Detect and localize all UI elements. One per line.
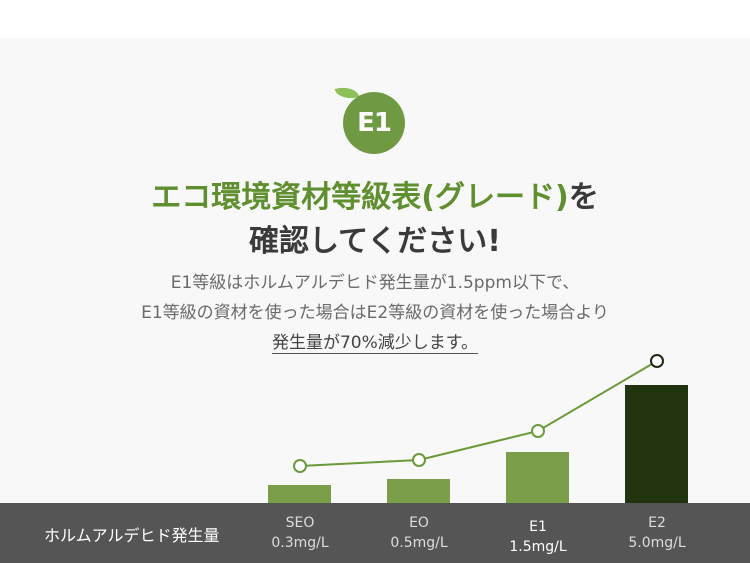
point-E2 (650, 354, 664, 368)
category-name: SEO (285, 515, 315, 531)
description-line3: 発生量が70%減少します。 (271, 333, 479, 354)
axis-band (0, 503, 750, 563)
title-green: エコ環境資材等級表(グレード) (151, 180, 569, 215)
point-SEO (293, 459, 307, 473)
point-EO (412, 453, 426, 467)
bar-SEO (268, 485, 331, 503)
category-label: E2 5.0mg/L (597, 513, 717, 553)
category-label: E1 1.5mg/L (478, 517, 598, 557)
description-line2: E1等級の資材を使った場合はE2等級の資材を使った場合より (141, 303, 609, 323)
description-line1: E1等級はホルムアルデヒド発生量が1.5ppm以下で、 (170, 273, 580, 293)
point-E1 (531, 424, 545, 438)
category-name: E1 (529, 519, 547, 535)
category-name: E2 (648, 515, 666, 531)
category-label: SEO 0.3mg/L (240, 513, 360, 553)
e1-badge: E1 (343, 92, 405, 154)
title-suffix: を (568, 180, 599, 215)
axis-label: ホルムアルデヒド発生量 (44, 526, 220, 545)
value-label: 1.5mg/L (509, 539, 567, 555)
page-title-line2: 確認してください! (249, 224, 501, 259)
category-name: EO (409, 515, 429, 531)
value-label: 0.5mg/L (390, 535, 448, 551)
description: E1等級はホルムアルデヒド発生量が1.5ppm以下で、 E1等級の資材を使った場… (0, 268, 750, 358)
category-label: EO 0.5mg/L (359, 513, 479, 553)
value-label: 5.0mg/L (628, 535, 686, 551)
bar-EO (387, 479, 450, 503)
value-label: 0.3mg/L (271, 535, 329, 551)
top-band (0, 0, 750, 38)
bar-E2 (625, 385, 688, 503)
trend-line (299, 360, 658, 467)
page-title: エコ環境資材等級表(グレード)を (0, 172, 750, 216)
bar-E1 (506, 452, 569, 503)
